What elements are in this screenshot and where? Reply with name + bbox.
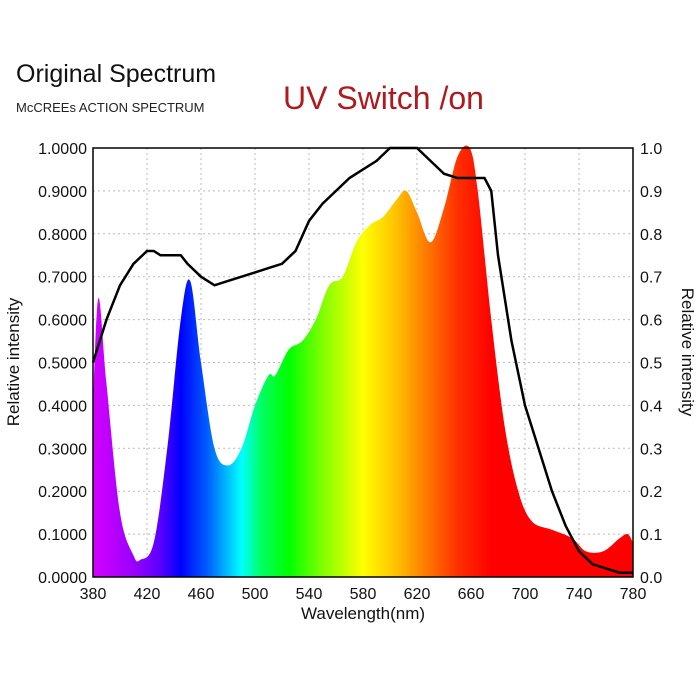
y-tick-label: 0.3000: [38, 441, 87, 458]
uv-switch-annotation: UV Switch /on: [283, 80, 484, 116]
y2-tick-label: 0.8: [640, 227, 662, 244]
y-tick-label: 0.4000: [38, 398, 87, 415]
y-tick-label: 0.5000: [38, 356, 87, 373]
chart-title: Original Spectrum: [16, 60, 217, 88]
x-tick-label: 420: [134, 586, 161, 603]
y2-tick-label: 1.0: [640, 141, 662, 158]
x-tick-label: 460: [188, 586, 215, 603]
y-tick-label: 0.1000: [38, 527, 87, 544]
y-tick-label: 0.8000: [38, 227, 87, 244]
x-axis-label: Wavelength(nm): [301, 604, 425, 623]
x-tick-label: 620: [404, 586, 431, 603]
y-axis-label: Relative intensity: [4, 297, 23, 426]
x-tick-label: 740: [566, 586, 593, 603]
x-tick-label: 540: [296, 586, 323, 603]
y-tick-label: 0.9000: [38, 184, 87, 201]
y-tick-label: 0.0000: [38, 570, 87, 587]
x-tick-label: 660: [458, 586, 485, 603]
y2-tick-label: 0.1: [640, 527, 662, 544]
plot-frame: [92, 147, 634, 578]
y-tick-label: 0.2000: [38, 484, 87, 501]
action-spectrum-line: [91, 146, 633, 574]
y2-tick-label: 0.7: [640, 270, 662, 287]
y-tick-label: 1.0000: [38, 141, 87, 158]
y2-tick-label: 0.6: [640, 313, 662, 330]
y2-tick-label: 0.2: [640, 484, 662, 501]
x-tick-label: 380: [80, 586, 107, 603]
y2-tick-label: 0.3: [640, 441, 662, 458]
x-tick-label: 500: [242, 586, 269, 603]
y2-tick-label: 0.5: [640, 356, 662, 373]
y2-axis-label: Relative intensity: [678, 288, 697, 417]
y-tick-label: 0.7000: [38, 270, 87, 287]
chart-subtitle: McCREEs ACTION SPECTRUM: [16, 100, 205, 115]
spectrum-area: [93, 145, 633, 578]
x-tick-label: 580: [350, 586, 377, 603]
y-tick-label: 0.6000: [38, 313, 87, 330]
x-tick-label: 700: [512, 586, 539, 603]
y2-tick-label: 0.0: [640, 570, 662, 587]
y2-tick-label: 0.4: [640, 398, 662, 415]
y2-tick-label: 0.9: [640, 184, 662, 201]
x-tick-label: 780: [620, 586, 647, 603]
